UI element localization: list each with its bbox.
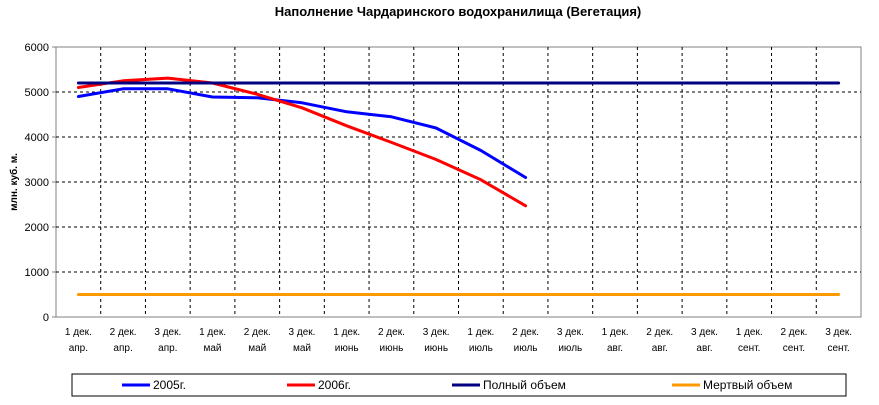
x-tick-label-month: июнь (380, 343, 404, 354)
y-tick-label: 3000 (25, 177, 49, 189)
x-tick-label-decade: 3 дек. (289, 327, 316, 338)
x-tick-label-month: апр. (69, 343, 88, 354)
x-tick-label-month: июнь (424, 343, 448, 354)
x-tick-label-month: июль (558, 343, 582, 354)
y-tick-label: 1000 (25, 267, 49, 279)
x-tick-label-month: сент. (783, 343, 805, 354)
x-tick-label-month: авг. (607, 343, 623, 354)
y-axis-label: млн. куб. м. (8, 153, 20, 211)
y-tick-label: 4000 (25, 132, 49, 144)
x-tick-label-decade: 2 дек. (378, 327, 405, 338)
series-line-1 (76, 76, 528, 208)
x-tick-label-decade: 2 дек. (780, 327, 807, 338)
x-tick-label-month: авг. (696, 343, 712, 354)
x-tick-label-month: май (248, 343, 266, 354)
x-tick-label-decade: 2 дек. (512, 327, 539, 338)
x-tick-label-decade: 1 дек. (602, 327, 629, 338)
x-tick-label-decade: 3 дек. (825, 327, 852, 338)
grid-lines (56, 47, 861, 317)
x-tick-label-month: июнь (335, 343, 359, 354)
series-lines (76, 76, 841, 296)
y-tick-label: 2000 (25, 222, 49, 234)
x-tick-label-month: апр. (158, 343, 177, 354)
x-tick-label-month: май (293, 343, 311, 354)
y-tick-label: 6000 (25, 42, 49, 54)
x-tick-label-month: авг. (652, 343, 668, 354)
legend-label-3: Мертвый объем (703, 378, 792, 392)
series-line-0 (76, 87, 528, 179)
x-tick-label-decade: 3 дек. (154, 327, 181, 338)
x-tick-label-month: апр. (113, 343, 132, 354)
y-axis-ticks: 0 1000 2000 3000 4000 5000 6000 (25, 42, 56, 324)
x-tick-label-decade: 3 дек. (557, 327, 584, 338)
y-tick-label: 5000 (25, 87, 49, 99)
legend-label-0: 2005г. (153, 378, 186, 392)
x-tick-label-decade: 1 дек. (467, 327, 494, 338)
chart-title: Наполнение Чардаринского водохранилища (… (275, 4, 642, 19)
x-tick-label-month: июль (469, 343, 493, 354)
legend-entries: 2005г. 2006г. Полный объем Мертвый объем (122, 378, 792, 392)
x-tick-label-decade: 2 дек. (244, 327, 271, 338)
legend-label-2: Полный объем (483, 378, 566, 392)
x-tick-label-decade: 2 дек. (646, 327, 673, 338)
legend-label-1: 2006г. (318, 378, 351, 392)
x-tick-label-month: сент. (827, 343, 849, 354)
x-tick-label-decade: 1 дек. (333, 327, 360, 338)
x-tick-label-month: июль (514, 343, 538, 354)
x-tick-label-decade: 1 дек. (199, 327, 226, 338)
x-tick-label-decade: 2 дек. (110, 327, 137, 338)
x-tick-label-decade: 3 дек. (423, 327, 450, 338)
x-tick-label-decade: 1 дек. (736, 327, 763, 338)
x-axis-ticks: 1 дек. апр. 2 дек. апр. 3 дек. апр. 1 дек. май 2… (65, 327, 852, 354)
x-tick-label-decade: 1 дек. (65, 327, 92, 338)
x-tick-label-month: май (204, 343, 222, 354)
y-tick-label: 0 (43, 312, 49, 324)
x-tick-label-month: сент. (738, 343, 760, 354)
x-tick-label-decade: 3 дек. (691, 327, 718, 338)
